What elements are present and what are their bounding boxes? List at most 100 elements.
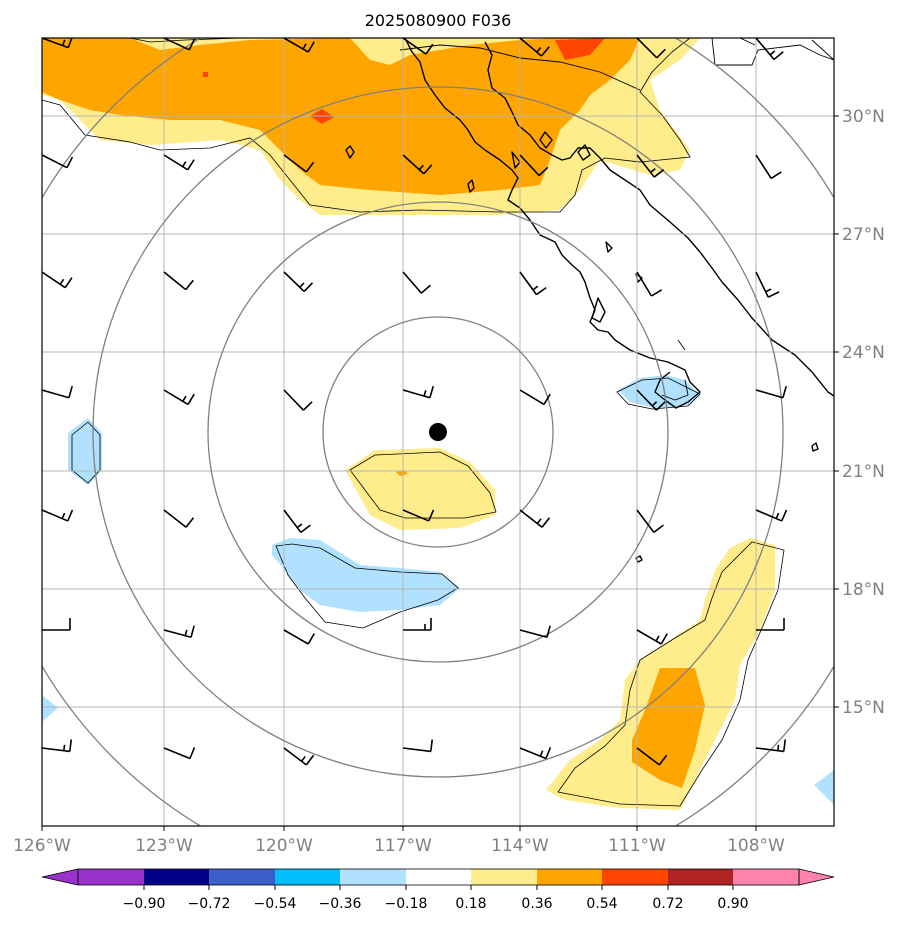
colorbar-bin — [668, 869, 733, 885]
wind-barb — [636, 38, 666, 59]
colorbar-extend-max — [798, 868, 835, 886]
storm-center-marker — [429, 423, 447, 441]
wind-barb — [402, 38, 434, 55]
wind-barb — [402, 739, 434, 753]
wind-barb — [42, 509, 74, 522]
wind-barb — [519, 38, 550, 57]
anomaly-contours — [42, 38, 785, 807]
colorbar-tick-label: −0.36 — [319, 896, 362, 912]
wind-barb — [402, 385, 434, 399]
wind-barb — [755, 271, 780, 298]
anomaly-fill-blue-baja — [618, 375, 700, 408]
range-ring-3 — [92, 86, 784, 778]
lon-label: 123°W — [135, 836, 193, 856]
map-area — [42, 38, 834, 826]
wind-barb — [636, 747, 668, 766]
wind-barb — [519, 389, 551, 406]
colorbar-bin — [406, 869, 471, 885]
wind-barb — [636, 509, 664, 534]
colorbar-bin — [78, 869, 144, 885]
wind-barb — [636, 629, 668, 645]
wind-barb — [283, 629, 315, 645]
wind-barb — [755, 385, 787, 399]
lon-label: 114°W — [491, 836, 549, 856]
wind-barb — [42, 618, 71, 631]
colorbar-bin — [602, 869, 668, 885]
wind-barb — [163, 38, 196, 51]
range-ring-2 — [207, 201, 669, 663]
range-ring-1 — [322, 316, 554, 548]
wind-barb — [402, 154, 433, 175]
anomaly-fill-blue-edge-west — [42, 695, 58, 722]
wind-barb — [163, 271, 194, 291]
lon-label: 126°W — [13, 836, 71, 856]
wind-barb — [283, 389, 313, 411]
colorbar-tick-label: −0.18 — [385, 896, 428, 912]
colorbar-tick-label: −0.90 — [123, 896, 166, 912]
wind-barb — [519, 271, 547, 296]
anomaly-fill-yellow-center — [345, 448, 495, 530]
gridlines — [42, 38, 834, 826]
colorbar: −0.90 −0.72 −0.54 −0.36 −0.18 0.18 0.36 … — [41, 868, 835, 912]
colorbar-tick-labels: −0.90 −0.72 −0.54 −0.36 −0.18 0.18 0.36 … — [123, 896, 749, 912]
wind-barb — [283, 38, 315, 53]
wind-barb — [755, 38, 784, 61]
map-frame — [41, 37, 835, 827]
latitude-labels: 30°N 27°N 24°N 21°N 18°N 15°N — [842, 107, 885, 718]
wind-barb — [283, 747, 315, 766]
wind-barb — [402, 271, 431, 294]
wind-barb — [163, 389, 195, 406]
colorbar-tick-label: 0.36 — [521, 896, 552, 912]
lon-label: 120°W — [255, 836, 313, 856]
colorbar-bin — [471, 869, 537, 885]
wind-barb — [283, 271, 314, 293]
lat-label: 27°N — [842, 225, 885, 245]
wind-barb — [42, 154, 74, 169]
lon-label: 108°W — [727, 836, 785, 856]
lon-label: 111°W — [608, 836, 666, 856]
wind-barb — [42, 385, 73, 399]
wind-barb — [636, 154, 665, 178]
colorbar-outline — [77, 868, 800, 886]
wind-barb — [636, 271, 663, 297]
lat-label: 18°N — [842, 580, 885, 600]
colorbar-ticks — [143, 885, 734, 890]
wind-barb — [402, 509, 435, 522]
wind-barb — [636, 389, 666, 411]
wind-barb — [755, 509, 788, 522]
anomaly-fill-red-speck — [203, 72, 208, 77]
colorbar-bin — [340, 869, 406, 885]
axis-ticks — [41, 115, 839, 831]
wind-barb — [403, 618, 432, 631]
longitude-labels: 126°W 123°W 120°W 117°W 114°W 111°W 108°… — [13, 836, 785, 856]
anomaly-fill-red-north — [555, 38, 605, 60]
wind-barb — [519, 625, 551, 639]
wind-barb — [755, 739, 787, 753]
figure-title: 2025080900 F036 — [365, 11, 512, 30]
lon-label: 117°W — [374, 836, 432, 856]
colorbar-bin — [144, 869, 209, 885]
lat-label: 24°N — [842, 343, 885, 363]
wind-barb — [519, 509, 551, 528]
wind-barb — [163, 509, 195, 528]
wind-barb — [42, 271, 73, 289]
wind-barb — [283, 154, 315, 173]
wind-barb — [163, 747, 196, 760]
wind-barb — [163, 154, 195, 171]
range-rings — [42, 38, 834, 826]
wind-barb — [756, 618, 785, 631]
colorbar-bin — [275, 869, 340, 885]
coastlines — [345, 38, 834, 563]
colorbar-extend-min — [41, 868, 79, 886]
lat-label: 21°N — [842, 462, 885, 482]
anomaly-fill-blue-edge-east — [814, 770, 834, 805]
lat-label: 30°N — [842, 107, 885, 127]
wind-barb — [755, 154, 782, 180]
colorbar-tick-label: 0.72 — [652, 896, 683, 912]
wind-barb — [163, 625, 195, 639]
anomaly-fill-blue-southwest — [272, 538, 460, 612]
colorbar-tick-label: 0.54 — [586, 896, 617, 912]
wind-barbs — [42, 38, 788, 766]
wind-barb — [519, 154, 549, 177]
